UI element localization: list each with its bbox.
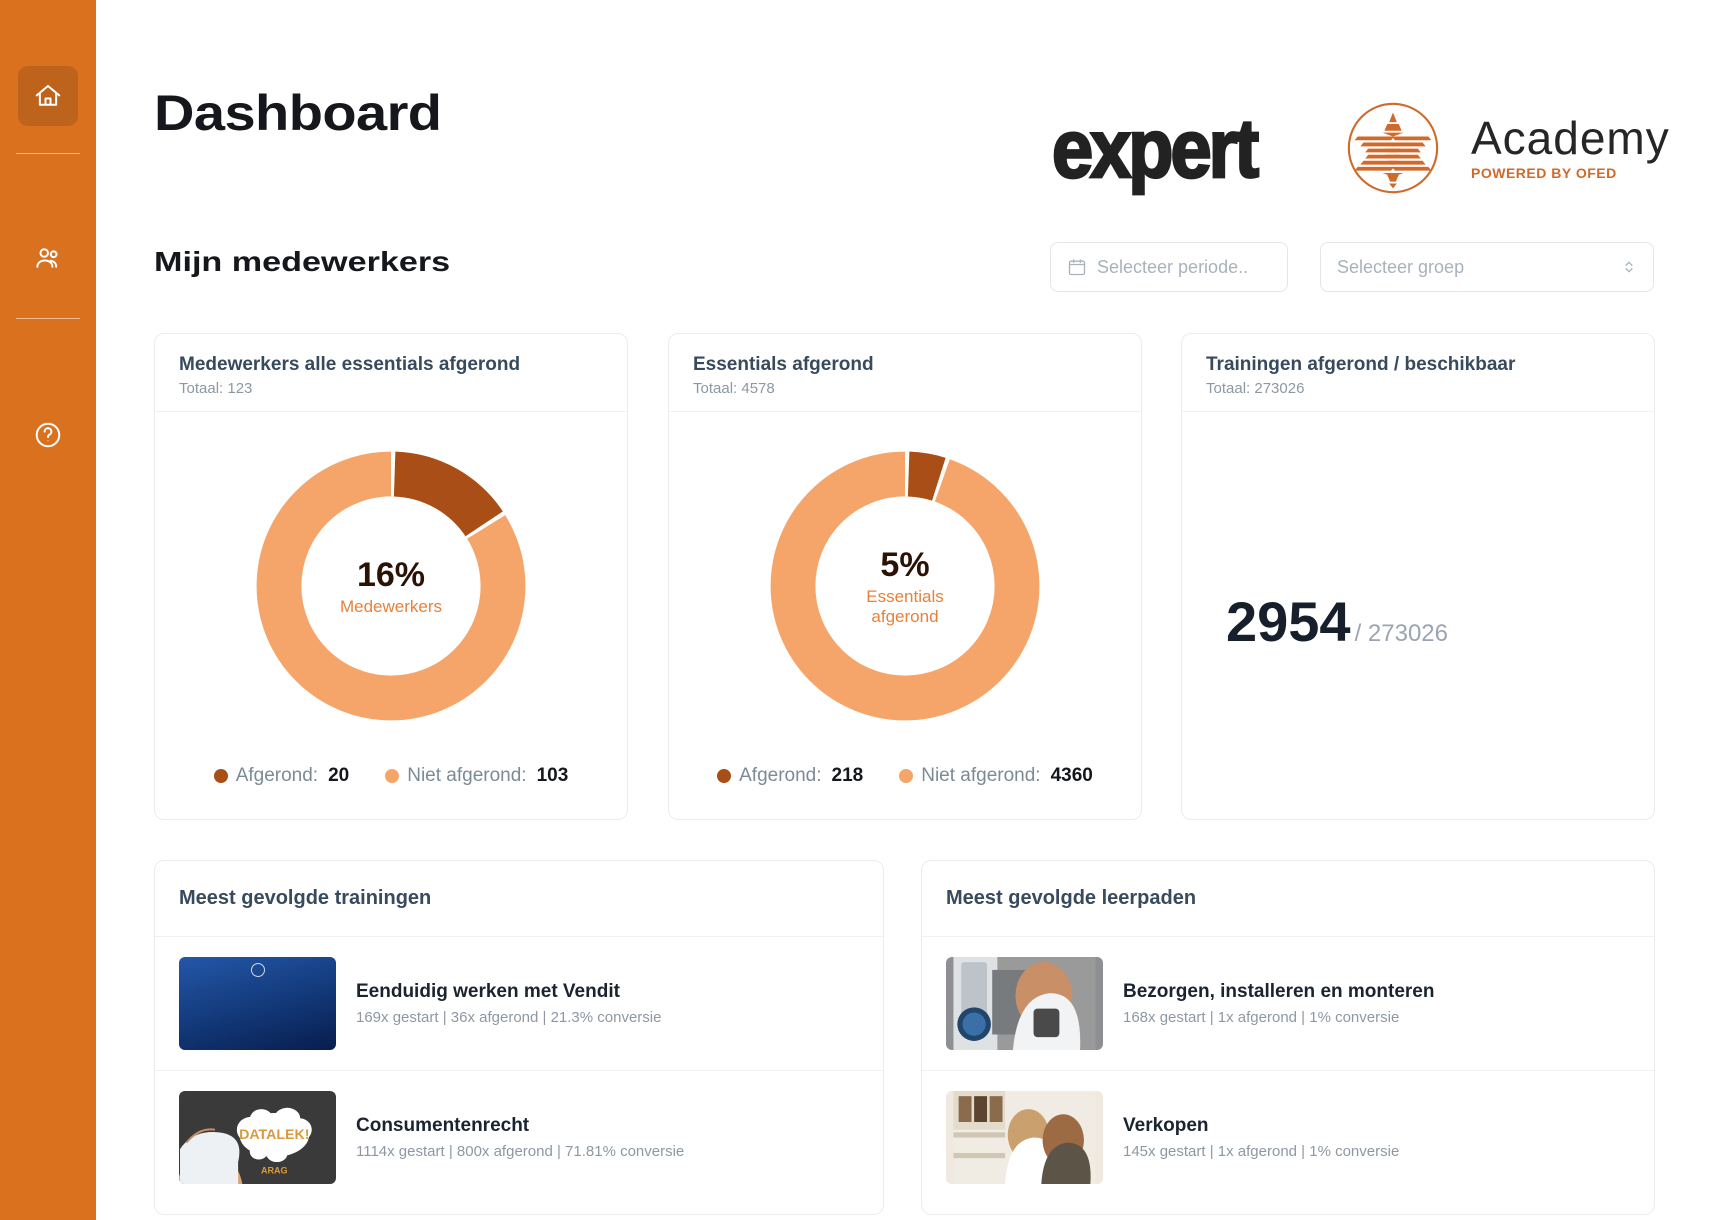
svg-text:DATALEK!: DATALEK! (239, 1127, 309, 1143)
svg-text:ARAG: ARAG (261, 1166, 288, 1176)
